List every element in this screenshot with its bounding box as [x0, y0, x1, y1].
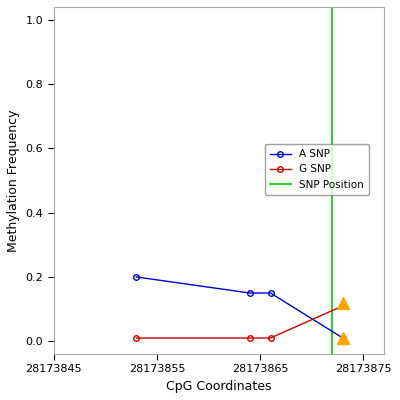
- X-axis label: CpG Coordinates: CpG Coordinates: [166, 380, 272, 393]
- Legend: A SNP, G SNP, SNP Position: A SNP, G SNP, SNP Position: [265, 144, 369, 195]
- Y-axis label: Methylation Frequency: Methylation Frequency: [7, 109, 20, 252]
